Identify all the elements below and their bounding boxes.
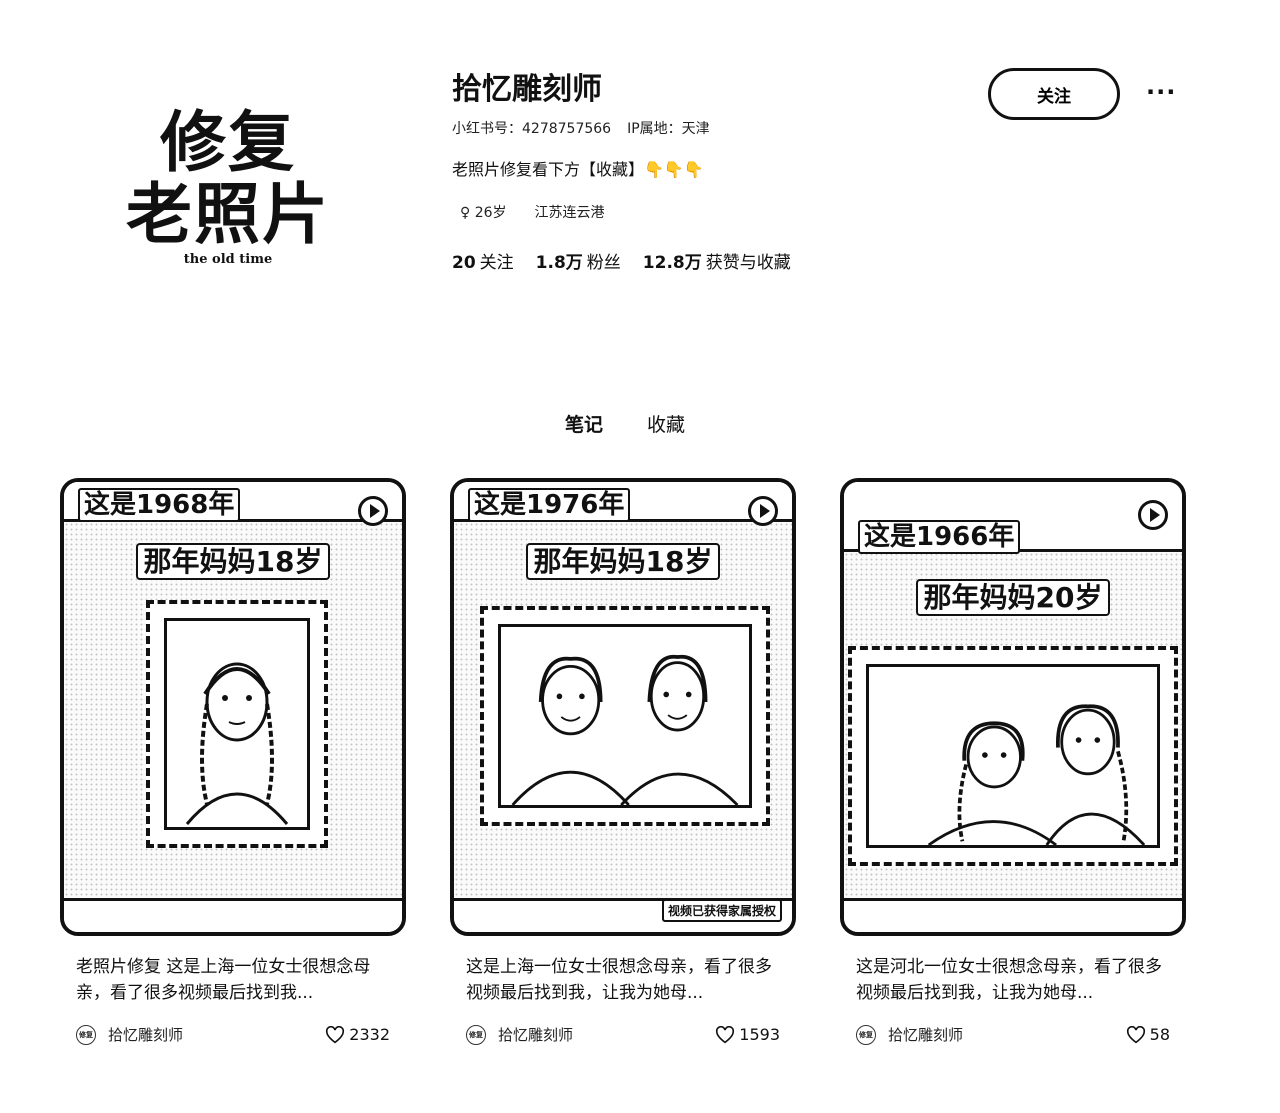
portrait-drawing [511, 654, 739, 805]
avatar-text-line1: 修复 [160, 104, 296, 181]
photo-portrait [498, 624, 752, 808]
note-meta: 修复 拾忆雕刻师 1593 [450, 1024, 796, 1045]
cover-age-label: 那年妈妈18岁 [64, 540, 402, 580]
note-author[interactable]: 修复 拾忆雕刻师 [856, 1024, 963, 1045]
note-author[interactable]: 修复 拾忆雕刻师 [466, 1024, 573, 1045]
stat-following[interactable]: 20 关注 [452, 253, 514, 273]
note-title[interactable]: 这是上海一位女士很想念母亲，看了很多视频最后找到我，让我为她母... [466, 957, 772, 1003]
heart-icon [1126, 1025, 1145, 1043]
cover-age-label: 那年妈妈18岁 [454, 540, 792, 580]
note-meta: 修复 拾忆雕刻师 58 [840, 1024, 1186, 1045]
profile-info: 拾忆雕刻师 小红书号：4278757566 IP属地：天津 老照片修复看下方【收… [452, 70, 972, 273]
old-photo [146, 600, 328, 848]
cover-bottom-band [844, 898, 1182, 932]
stat-likes-collects[interactable]: 12.8万 获赞与收藏 [642, 253, 791, 273]
play-icon [748, 496, 778, 526]
note-title[interactable]: 老照片修复 这是上海一位女士很想念母亲，看了很多视频最后找到我... [76, 957, 371, 1003]
heart-icon [326, 1025, 345, 1043]
note-card-2[interactable]: 这是1976年 那年妈妈18岁 视频已获得家属授权 这是上海 [450, 478, 796, 1045]
like-count: 1593 [739, 1025, 780, 1044]
authorization-badge: 视频已获得家属授权 [661, 899, 782, 922]
note-cover-3[interactable]: 这是1966年 那年妈妈20岁 [840, 478, 1186, 936]
profile-stats: 20 关注 1.8万 粉丝 12.8万 获赞与收藏 [452, 248, 972, 273]
like-button[interactable]: 2332 [325, 1025, 390, 1044]
profile-ids: 小红书号：4278757566 IP属地：天津 [452, 118, 972, 138]
cover-bottom-band [64, 898, 402, 932]
play-icon [1138, 500, 1168, 530]
heart-icon [716, 1025, 735, 1043]
like-button[interactable]: 1593 [715, 1025, 780, 1044]
note-cover-1[interactable]: 这是1968年 那年妈妈18岁 [60, 478, 406, 936]
profile-avatar[interactable]: 修复 老照片 the old time [118, 100, 338, 280]
ip-location: IP属地：天津 [627, 121, 710, 137]
tab-notes[interactable]: 笔记 [564, 414, 603, 436]
note-card-3[interactable]: 这是1966年 那年妈妈20岁 这是河北一位女士很想念母亲，看了很多 [840, 478, 1186, 1045]
profile-tabs: 笔记 收藏 [0, 410, 1280, 437]
author-name: 拾忆雕刻师 [498, 1026, 574, 1044]
redbook-id: 小红书号：4278757566 [452, 121, 612, 137]
note-meta: 修复 拾忆雕刻师 2332 [60, 1024, 406, 1045]
note-cover-2[interactable]: 这是1976年 那年妈妈18岁 视频已获得家属授权 [450, 478, 796, 936]
cover-age-label: 那年妈妈20岁 [844, 576, 1182, 616]
author-avatar: 修复 [466, 1024, 486, 1045]
like-count: 58 [1149, 1025, 1170, 1044]
stat-followers[interactable]: 1.8万 粉丝 [535, 253, 621, 273]
author-avatar: 修复 [856, 1024, 876, 1045]
location-tag: 江苏连云港 [534, 205, 605, 221]
portrait-drawing [927, 704, 1146, 845]
note-author[interactable]: 修复 拾忆雕刻师 [76, 1024, 183, 1045]
like-count: 2332 [349, 1025, 390, 1044]
follow-button[interactable]: 关注 [988, 68, 1120, 120]
avatar-text-line2: 老照片 [126, 176, 330, 253]
profile-tags: ♀ 26岁 江苏连云港 [452, 202, 972, 222]
cover-year-label: 这是1968年 [78, 488, 241, 522]
tab-collections[interactable]: 收藏 [647, 414, 686, 436]
gender-age-tag: ♀ 26岁 [460, 205, 507, 221]
author-name: 拾忆雕刻师 [108, 1026, 184, 1044]
author-avatar: 修复 [76, 1024, 96, 1045]
portrait-drawing [185, 662, 289, 825]
cover-year-label: 这是1966年 [858, 520, 1021, 554]
avatar-subtitle: the old time [183, 252, 273, 267]
photo-portrait [866, 664, 1160, 848]
profile-nickname: 拾忆雕刻师 [452, 72, 602, 107]
play-icon [358, 496, 388, 526]
note-card-1[interactable]: 这是1968年 那年妈妈18岁 老照片修复 这是上海一位女士很想念母亲，看了很多… [60, 478, 406, 1045]
author-name: 拾忆雕刻师 [888, 1026, 964, 1044]
cover-year-label: 这是1976年 [468, 488, 631, 522]
old-photo [480, 606, 770, 826]
more-options-icon[interactable]: ··· [1146, 78, 1177, 106]
old-photo [848, 646, 1178, 866]
photo-portrait [164, 618, 310, 830]
profile-bio: 老照片修复看下方【收藏】👇👇👇 [452, 160, 704, 179]
note-title[interactable]: 这是河北一位女士很想念母亲，看了很多视频最后找到我，让我为她母... [856, 957, 1162, 1003]
like-button[interactable]: 58 [1126, 1025, 1170, 1044]
